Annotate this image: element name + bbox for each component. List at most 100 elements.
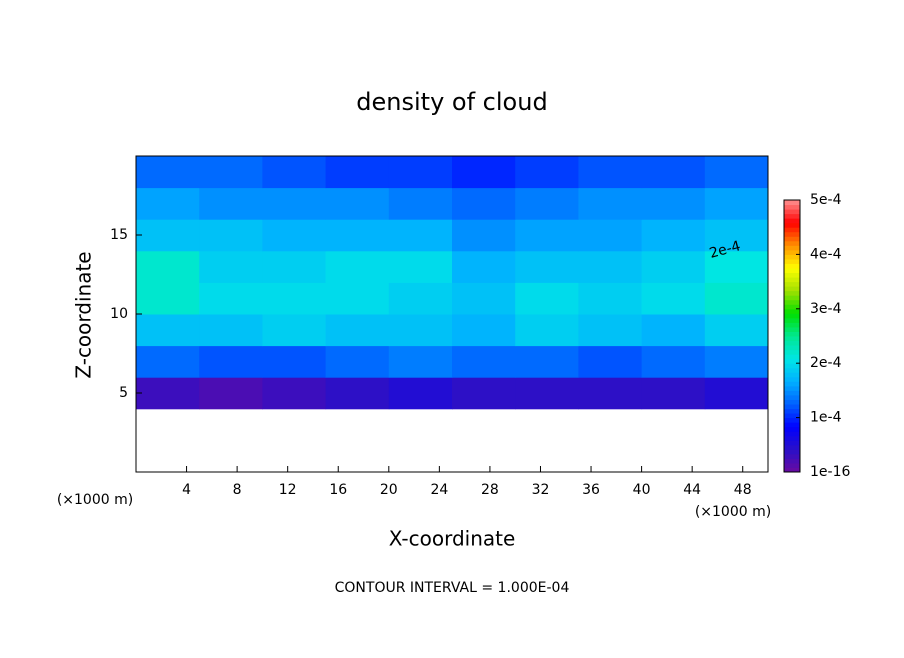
heat-cell (704, 377, 769, 410)
heat-cell (704, 250, 769, 283)
colorbar-swatch (784, 240, 800, 246)
heat-cell (578, 345, 643, 378)
heat-cell (578, 156, 643, 189)
heat-cell (578, 187, 643, 220)
colorbar-swatch (784, 399, 800, 405)
colorbar-swatch (784, 227, 800, 233)
heat-cell (199, 377, 263, 410)
colorbar-swatch (784, 304, 800, 310)
y-axis-label: Z-coordinate (72, 251, 96, 378)
contour-label: 2e-4 (708, 238, 743, 262)
colorbar-swatch (784, 204, 800, 210)
heat-cell (136, 250, 200, 283)
colorbar-swatch (784, 458, 800, 464)
heat-cell (452, 250, 516, 283)
colorbar-swatch (784, 268, 800, 274)
colorbar-swatch (784, 200, 800, 206)
heat-cell (262, 187, 327, 220)
colorbar-tick-label: 4e-4 (810, 246, 842, 262)
colorbar-swatch (784, 381, 800, 387)
colorbar-swatch (784, 390, 800, 396)
colorbar-swatch (784, 322, 800, 328)
heat-cell (262, 345, 327, 378)
heat-cell (515, 345, 579, 378)
footer-note: CONTOUR INTERVAL = 1.000E-04 (335, 580, 570, 596)
heat-cell (136, 187, 200, 220)
colorbar-swatch (784, 426, 800, 432)
heat-cell (388, 156, 453, 189)
heat-cell (136, 156, 200, 189)
colorbar-swatch (784, 331, 800, 337)
heat-cell (704, 314, 769, 347)
heat-cell (199, 282, 263, 315)
colorbar-swatch (784, 422, 800, 428)
heat-cell (325, 282, 390, 315)
x-tick-label: 4 (182, 482, 191, 498)
heat-cell (515, 314, 579, 347)
colorbar-swatch (784, 222, 800, 228)
heat-cell (641, 219, 706, 252)
heat-cell (262, 156, 327, 189)
colorbar-swatch (784, 413, 800, 419)
colorbar-swatch (784, 440, 800, 446)
heat-cell (388, 282, 453, 315)
heat-cell (199, 345, 263, 378)
heat-cell (452, 314, 516, 347)
heat-cell (136, 314, 200, 347)
colorbar-swatch (784, 345, 800, 351)
colorbar-swatch (784, 286, 800, 292)
colorbar-tick-label: 1e-4 (810, 410, 842, 426)
colorbar-swatch (784, 444, 800, 450)
heat-cell (578, 250, 643, 283)
heat-cell (136, 219, 200, 252)
colorbar-swatch (784, 281, 800, 287)
heat-cell (515, 156, 579, 189)
colorbar-swatch (784, 467, 800, 473)
x-unit-label: (×1000 m) (695, 504, 771, 520)
colorbar-swatch (784, 404, 800, 410)
heat-cell (452, 219, 516, 252)
colorbar-swatch (784, 254, 800, 260)
heat-cell (325, 187, 390, 220)
x-axis-label: X-coordinate (389, 527, 516, 551)
heat-cell (578, 377, 643, 410)
chart-title: density of cloud (356, 88, 547, 116)
heat-cell (199, 156, 263, 189)
heat-cell (325, 156, 390, 189)
x-tick-label: 16 (329, 482, 347, 498)
heat-cell (452, 377, 516, 410)
colorbar-swatch (784, 394, 800, 400)
colorbar-tick-label: 1e-16 (810, 464, 850, 480)
heat-cell (515, 377, 579, 410)
colorbar-swatch (784, 372, 800, 378)
colorbar-swatch (784, 209, 800, 215)
heat-cell (262, 377, 327, 410)
heat-cell (704, 187, 769, 220)
heat-cell (199, 187, 263, 220)
heat-cell (641, 187, 706, 220)
y-tick-label: 5 (119, 385, 128, 401)
heat-cell (515, 282, 579, 315)
heat-cell (452, 345, 516, 378)
colorbar-swatch (784, 308, 800, 314)
colorbar-swatch (784, 385, 800, 391)
x-tick-label: 28 (481, 482, 499, 498)
colorbar-swatch (784, 340, 800, 346)
heat-cell (641, 314, 706, 347)
colorbar-swatch (784, 272, 800, 278)
heat-cell (325, 345, 390, 378)
heat-cell (388, 187, 453, 220)
colorbar-swatch (784, 263, 800, 269)
heat-cell (641, 345, 706, 378)
heat-cell (515, 219, 579, 252)
colorbar-swatch (784, 435, 800, 441)
x-tick-label: 44 (683, 482, 701, 498)
heat-cell (515, 187, 579, 220)
colorbar-swatch (784, 213, 800, 219)
x-tick-label: 12 (279, 482, 297, 498)
heat-cell (199, 219, 263, 252)
colorbar-swatch (784, 462, 800, 468)
x-tick-label: 40 (633, 482, 651, 498)
colorbar-swatch (784, 236, 800, 242)
colorbar-swatch (784, 453, 800, 459)
